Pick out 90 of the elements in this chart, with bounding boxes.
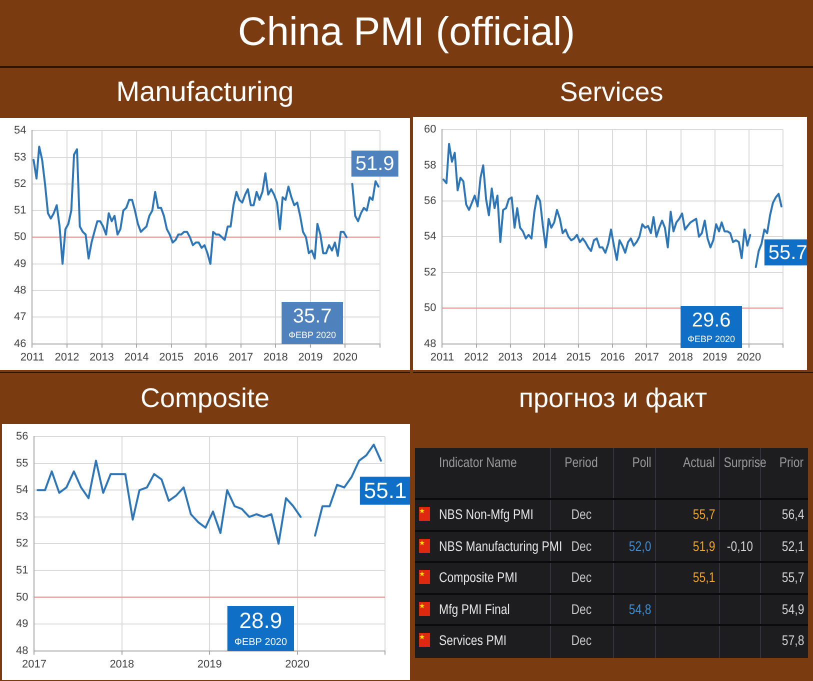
annotation: 35.7 (292, 306, 332, 328)
x-tick-label: 2018 (110, 658, 134, 670)
y-tick-label: 53 (16, 510, 28, 523)
x-tick-label: 2018 (668, 351, 694, 364)
x-tick-label: 2016 (600, 351, 625, 364)
x-tick-label: 2014 (532, 351, 557, 364)
y-tick-label: 54 (16, 484, 28, 496)
y-tick-label: 47 (14, 311, 26, 324)
chart-title: Manufacturing (115, 75, 295, 109)
annotation: 55.1 (364, 478, 407, 503)
y-tick-label: 49 (16, 618, 28, 630)
y-tick-label: 52 (16, 538, 28, 550)
x-tick-label: 2015 (159, 351, 184, 364)
x-tick-label: 2020 (332, 351, 358, 364)
chart-title: Composite (139, 382, 271, 415)
data-label: -0,10 (726, 538, 753, 554)
category-label: Services PMI (439, 632, 507, 648)
x-tick-label: 2018 (263, 351, 288, 364)
data-label: 55,1 (692, 569, 715, 586)
data-label: 52,1 (782, 538, 804, 554)
data-label: Dec (571, 569, 592, 586)
x-tick-label: 2019 (702, 351, 728, 364)
x-tick-label: 2020 (736, 351, 762, 364)
data-label: 57,8 (782, 632, 804, 648)
data-label: 55,7 (692, 506, 715, 522)
x-tick-label: 2017 (22, 658, 46, 670)
y-tick-label: 50 (14, 231, 26, 244)
x-tick-label: 2012 (54, 351, 80, 364)
x-tick-label: 2020 (285, 658, 310, 670)
x-tick-label: 2019 (197, 658, 222, 670)
data-label: 56,4 (782, 506, 804, 522)
x-tick-label: 2015 (566, 351, 591, 364)
annotation: ФЕВР 2020 (688, 334, 735, 344)
x-tick-label: 2016 (194, 351, 218, 364)
y-tick-label: 56 (16, 430, 28, 443)
chart-title: Services (558, 76, 664, 109)
text: Period (564, 454, 598, 470)
data-label: Dec (571, 538, 592, 554)
y-tick-label: 51 (16, 564, 28, 577)
text: Surprise (724, 454, 766, 470)
annotation: 28.9 (239, 608, 282, 634)
y-tick-label: 48 (16, 644, 28, 657)
series-label: Poll (632, 454, 651, 470)
x-tick-label: 2013 (90, 351, 114, 364)
y-tick-label: 60 (424, 124, 436, 136)
y-tick-label: 54 (424, 230, 436, 243)
y-tick-label: 55 (16, 457, 28, 470)
x-tick-label: 2011 (20, 351, 44, 364)
data-label: 54,8 (628, 600, 651, 617)
data-label: Dec (571, 506, 592, 522)
category-label: Composite PMI (439, 569, 518, 586)
y-tick-label: 53 (14, 151, 26, 164)
text: China PMI (official) (236, 9, 576, 56)
text: Prior (780, 454, 804, 470)
annotation: ФЕВР 2020 (288, 330, 336, 340)
y-tick-label: 48 (14, 284, 26, 297)
y-tick-label: 52 (14, 178, 26, 190)
data-label: 55,7 (782, 569, 804, 586)
category-label: NBS Manufacturing PMI (439, 538, 562, 554)
y-tick-label: 48 (424, 338, 436, 350)
annotation: ФЕВР 2020 (234, 636, 288, 648)
y-tick-label: 56 (424, 195, 436, 208)
y-tick-label: 58 (424, 159, 436, 172)
data-label: Dec (571, 600, 592, 617)
x-tick-label: 2017 (228, 351, 254, 364)
y-tick-label: 54 (14, 124, 26, 137)
y-tick-label: 51 (14, 204, 26, 217)
annotation: 29.6 (692, 310, 731, 332)
x-tick-label: 2017 (634, 351, 659, 364)
x-tick-label: 2011 (430, 351, 454, 364)
data-label: Dec (571, 632, 592, 648)
y-tick-label: 49 (14, 258, 26, 270)
text: прогноз и факт (518, 382, 708, 415)
category-label: Mfg PMI Final (439, 600, 510, 617)
data-label: 52,0 (628, 538, 651, 554)
annotation: 55.7 (768, 242, 808, 264)
data-label: 51,9 (692, 538, 715, 554)
y-tick-label: 46 (14, 338, 26, 350)
y-tick-label: 52 (424, 266, 436, 278)
category-label: NBS Non-Mfg PMI (439, 506, 534, 522)
x-tick-label: 2012 (464, 351, 489, 364)
data-label: 54,9 (782, 600, 804, 617)
text: Actual (683, 454, 715, 470)
x-tick-label: 2014 (124, 351, 149, 364)
x-tick-label: 2019 (298, 351, 323, 364)
x-tick-label: 2013 (498, 351, 523, 364)
y-tick-label: 50 (16, 591, 28, 604)
y-tick-label: 50 (424, 302, 436, 314)
text: Indicator Name (439, 454, 517, 470)
annotation: 51.9 (355, 153, 394, 176)
